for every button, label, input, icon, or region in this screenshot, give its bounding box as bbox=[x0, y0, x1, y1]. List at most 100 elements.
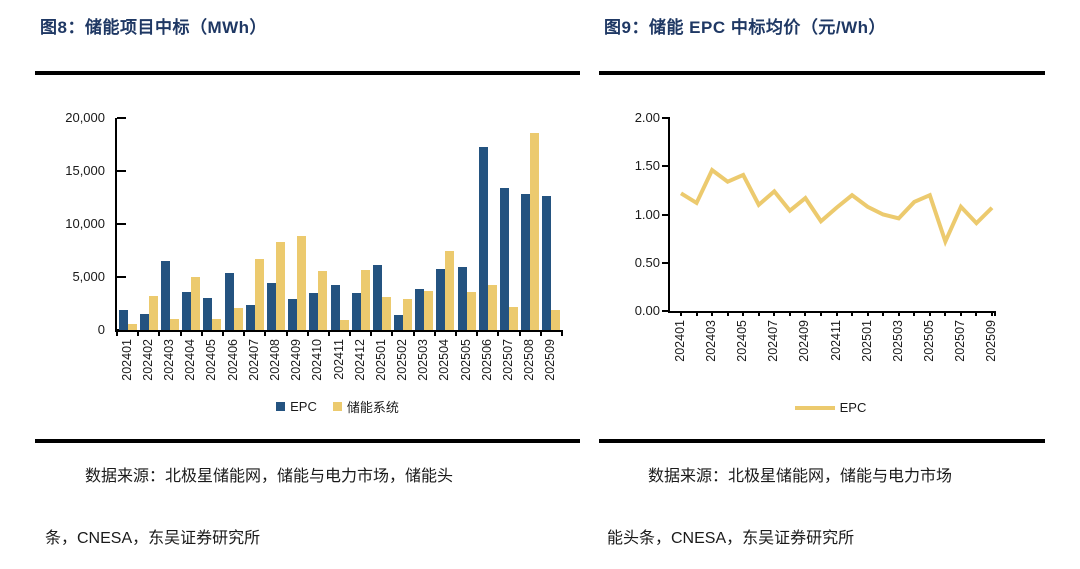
x-axis-tick bbox=[391, 330, 394, 336]
legend-item-EPC: EPC bbox=[794, 400, 867, 415]
y-axis-tick bbox=[662, 165, 670, 168]
figure-8-source-line1: 数据来源：北极星储能网，储能与电力市场，储能头 bbox=[85, 468, 454, 485]
x-tick-label: 202403 bbox=[704, 320, 719, 362]
x-axis-tick bbox=[476, 330, 479, 336]
bar-EPC-202501 bbox=[372, 265, 382, 330]
y-tick-label: 20,000 bbox=[65, 110, 105, 125]
y-axis-tick bbox=[662, 117, 670, 119]
figure-8-top-rule bbox=[35, 71, 580, 75]
x-tick-label: 202405 bbox=[204, 339, 219, 381]
x-tick-label: 202410 bbox=[310, 339, 325, 381]
x-axis-tick bbox=[116, 330, 118, 336]
legend-square-swatch bbox=[276, 402, 286, 411]
bar-EPC-202402 bbox=[139, 314, 149, 330]
x-tick-label: 202408 bbox=[267, 339, 282, 381]
bar-储能系统-202503 bbox=[424, 290, 434, 330]
x-axis-tick bbox=[137, 330, 140, 336]
x-tick-label: 202405 bbox=[735, 320, 750, 362]
x-axis-tick bbox=[804, 311, 807, 316]
x-axis-tick bbox=[711, 311, 714, 316]
x-tick-label: 202505 bbox=[458, 339, 473, 381]
bar-EPC-202409 bbox=[288, 299, 298, 330]
bar-储能系统-202504 bbox=[445, 250, 455, 330]
y-tick-label: 10,000 bbox=[65, 216, 105, 231]
y-tick-label: 0 bbox=[97, 322, 105, 337]
x-axis-tick bbox=[975, 311, 978, 316]
x-axis-tick bbox=[200, 330, 203, 336]
x-tick-label: 202403 bbox=[161, 339, 176, 381]
x-axis-tick bbox=[518, 330, 521, 336]
x-axis-tick bbox=[991, 311, 993, 316]
bar-储能系统-202502 bbox=[403, 299, 413, 330]
legend-square-swatch bbox=[332, 402, 342, 411]
x-axis-tick bbox=[370, 330, 373, 336]
x-axis-tick bbox=[695, 311, 698, 316]
x-tick-label: 202411 bbox=[828, 320, 843, 361]
y-axis-tick bbox=[117, 223, 126, 225]
x-tick-label: 202501 bbox=[373, 339, 388, 381]
x-tick-label: 202501 bbox=[859, 320, 874, 362]
x-tick-label: 202412 bbox=[352, 339, 367, 381]
x-tick-label: 202504 bbox=[437, 339, 452, 381]
x-tick-label: 202401 bbox=[119, 339, 134, 381]
y-tick-label: 1.50 bbox=[634, 158, 660, 174]
x-tick-label: 202503 bbox=[416, 339, 431, 381]
x-axis-tick bbox=[455, 330, 458, 336]
x-axis-tick bbox=[788, 311, 791, 316]
figure-8-source-line2: 条，CNESA，东吴证券研究所 bbox=[45, 530, 261, 547]
x-axis-tick bbox=[928, 311, 931, 316]
figure-8-legend: EPC 储能系统 bbox=[115, 397, 560, 416]
x-axis-tick bbox=[412, 330, 415, 336]
x-tick-label: 202509 bbox=[984, 320, 998, 362]
bar-EPC-202509 bbox=[542, 196, 552, 330]
epc-price-line bbox=[679, 167, 994, 248]
x-axis-tick bbox=[851, 311, 854, 316]
x-axis-tick bbox=[819, 311, 822, 316]
y-axis-tick bbox=[662, 310, 670, 312]
x-axis-tick bbox=[742, 311, 745, 316]
x-axis-tick bbox=[866, 311, 869, 316]
x-tick-label: 202506 bbox=[479, 339, 494, 381]
x-axis-tick bbox=[897, 311, 900, 316]
bar-储能系统-202508 bbox=[530, 132, 540, 330]
legend-label: 储能系统 bbox=[346, 400, 399, 415]
bar-储能系统-202403 bbox=[169, 319, 179, 330]
y-axis-tick bbox=[662, 261, 670, 264]
legend-label: EPC bbox=[839, 400, 867, 415]
x-axis-tick bbox=[726, 311, 729, 316]
figure-9-legend: EPC bbox=[668, 400, 993, 415]
x-axis-tick bbox=[285, 330, 288, 336]
x-axis-tick bbox=[243, 330, 246, 336]
x-tick-label: 202402 bbox=[140, 339, 155, 381]
bar-储能系统-202506 bbox=[487, 285, 497, 330]
bar-EPC-202407 bbox=[245, 304, 255, 330]
bar-EPC-202411 bbox=[330, 285, 340, 330]
bar-chart-storage-project-wins: 0 5,000 10,000 15,000 20,000 202401 202402 2024… bbox=[65, 110, 563, 381]
bar-EPC-202408 bbox=[266, 283, 276, 330]
bar-EPC-202404 bbox=[182, 291, 192, 330]
figure-9-top-rule bbox=[599, 71, 1045, 75]
bar-储能系统-202409 bbox=[297, 235, 307, 330]
figure-9-source-line2: 能头条，CNESA，东吴证券研究所 bbox=[607, 530, 855, 547]
legend-item-EPC: EPC bbox=[276, 399, 317, 414]
bar-储能系统-202405 bbox=[212, 319, 222, 330]
x-axis-tick bbox=[158, 330, 161, 336]
y-tick-label: 1.00 bbox=[634, 206, 660, 222]
bar-EPC-202507 bbox=[500, 187, 510, 330]
x-tick-label: 202409 bbox=[797, 320, 812, 362]
bar-储能系统-202505 bbox=[466, 291, 476, 330]
bar-储能系统-202411 bbox=[339, 320, 349, 330]
bar-储能系统-202410 bbox=[318, 270, 328, 330]
bar-EPC-202504 bbox=[436, 268, 446, 330]
x-tick-label: 202505 bbox=[921, 320, 936, 362]
y-tick-label: 0.00 bbox=[634, 303, 660, 318]
x-axis-tick bbox=[835, 311, 838, 316]
x-axis-tick bbox=[264, 330, 267, 336]
x-axis-tick bbox=[539, 330, 542, 336]
x-tick-label: 202409 bbox=[289, 339, 304, 381]
bar-EPC-202508 bbox=[521, 194, 531, 330]
bar-EPC-202410 bbox=[309, 292, 319, 330]
y-tick-label: 15,000 bbox=[65, 163, 105, 178]
bar-EPC-202401 bbox=[118, 309, 128, 330]
bar-储能系统-202406 bbox=[233, 307, 243, 330]
